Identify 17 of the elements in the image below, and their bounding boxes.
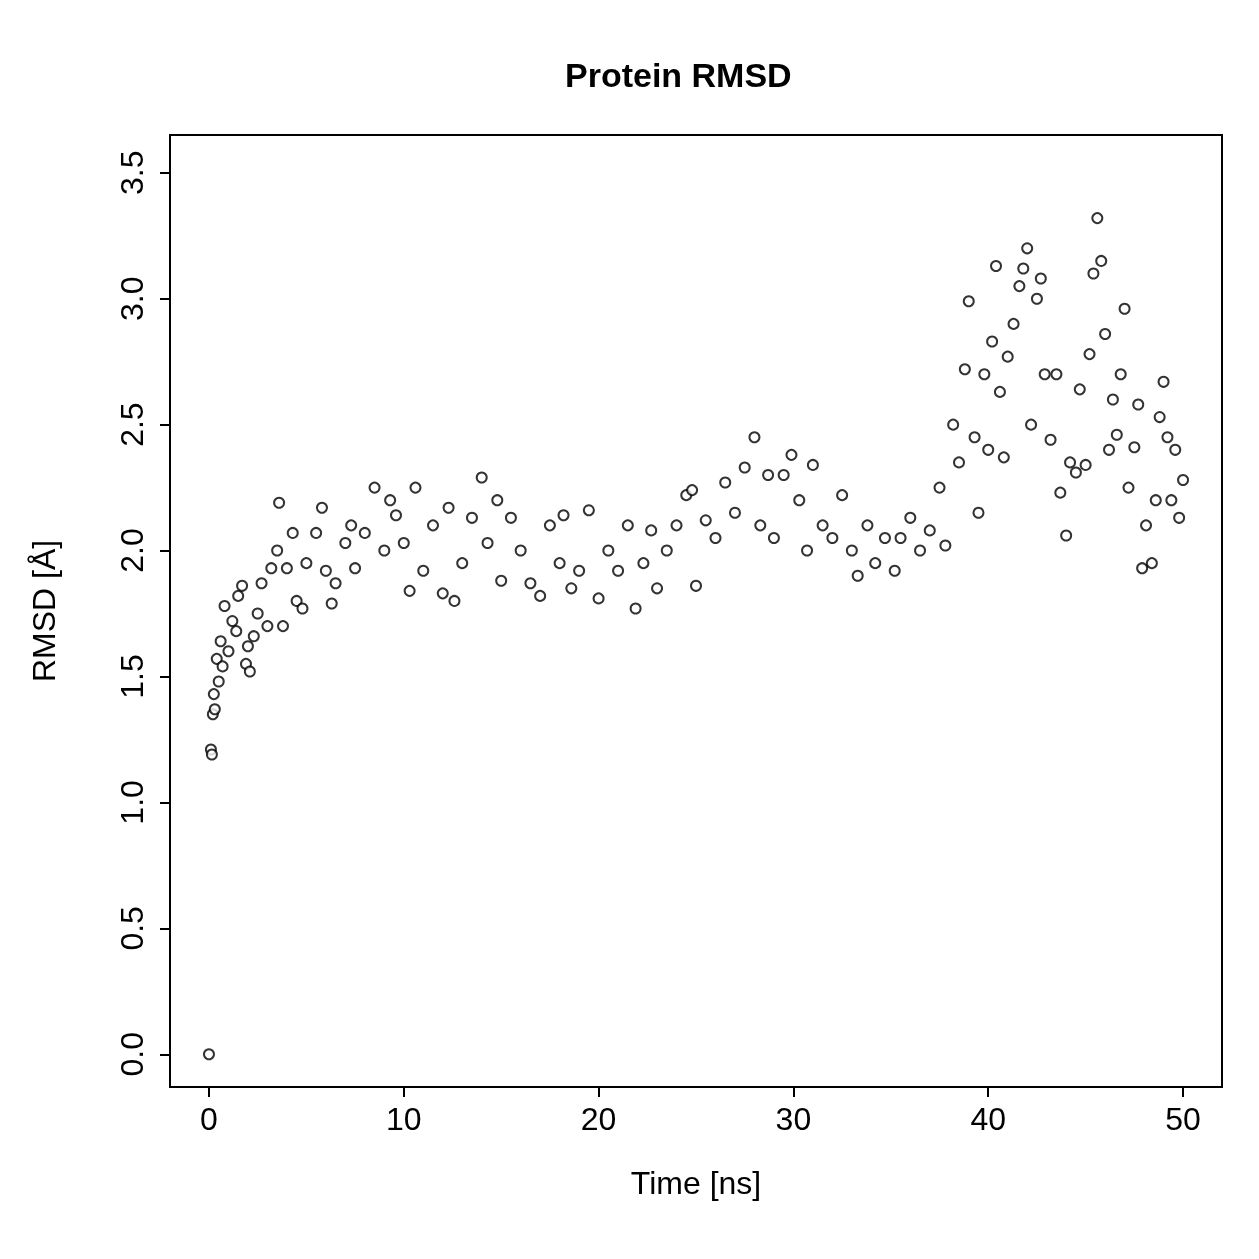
- y-tick-label: 0.0: [114, 1032, 150, 1077]
- x-tick-label: 30: [775, 1101, 812, 1137]
- x-axis-title: Time [ns]: [630, 1165, 762, 1201]
- y-tick-label: 0.5: [114, 906, 150, 951]
- x-tick-label: 0: [200, 1101, 218, 1137]
- x-tick-label: 40: [970, 1101, 1007, 1137]
- y-tick-label: 1.5: [114, 654, 150, 699]
- y-axis-title: RMSD [Å]: [26, 539, 62, 683]
- x-tick-label: 10: [385, 1101, 422, 1137]
- y-tick-label: 1.0: [114, 780, 150, 825]
- y-tick-label: 3.0: [114, 276, 150, 321]
- y-tick-label: 2.5: [114, 402, 150, 447]
- x-tick-label: 20: [580, 1101, 617, 1137]
- x-tick-label: 50: [1165, 1101, 1201, 1137]
- chart-title: Protein RMSD: [565, 56, 792, 94]
- y-tick-label: 2.0: [114, 528, 150, 573]
- y-tick-label: 3.5: [114, 150, 150, 196]
